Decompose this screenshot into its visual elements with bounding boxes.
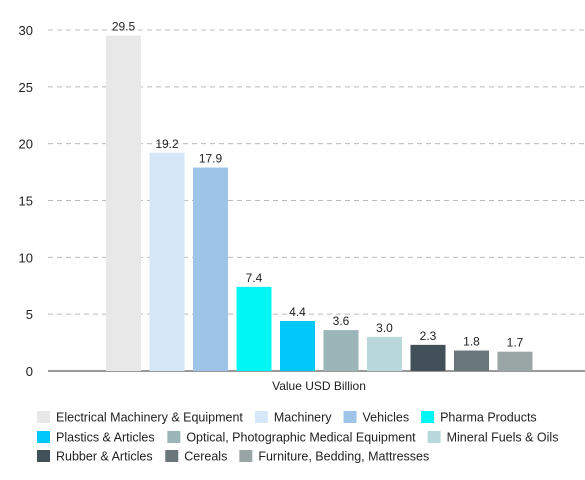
bar xyxy=(323,330,359,371)
legend-label: Plastics & Articles xyxy=(56,431,155,445)
legend-label: Electrical Machinery & Equipment xyxy=(56,411,243,425)
legend: Electrical Machinery & Equipment Machiner… xyxy=(37,411,558,464)
bar-value-label: 19.2 xyxy=(155,137,179,151)
legend-swatch xyxy=(421,411,435,423)
legend-label: Optical, Photographic Medical Equipment xyxy=(186,431,416,445)
legend-label: Pharma Products xyxy=(440,411,537,425)
bar xyxy=(410,344,446,371)
y-tick-label: 20 xyxy=(19,137,33,152)
bar-value-label: 4.4 xyxy=(289,305,306,319)
legend-swatch xyxy=(165,450,179,462)
legend-swatch xyxy=(37,431,50,443)
y-axis-ticks: 0 5 10 15 20 25 30 xyxy=(19,23,33,379)
bar xyxy=(193,167,228,371)
bar-value-label: 1.7 xyxy=(507,336,524,350)
bar xyxy=(106,35,141,371)
legend-label: Machinery xyxy=(274,411,332,425)
legend-label: Rubber & Articles xyxy=(56,450,153,464)
bar xyxy=(497,351,533,371)
legend-swatch xyxy=(427,431,441,443)
bar xyxy=(454,350,489,371)
y-tick-label: 25 xyxy=(19,80,33,95)
y-tick-label: 0 xyxy=(26,364,33,379)
legend-label: Mineral Fuels & Oils xyxy=(447,431,559,445)
legend-swatch xyxy=(37,450,50,462)
bar xyxy=(280,320,315,371)
bar-value-label: 3.6 xyxy=(333,314,350,328)
y-tick-label: 10 xyxy=(19,250,33,265)
bar xyxy=(367,336,402,371)
data-labels: 29.5 19.2 17.9 7.4 4.4 3.6 3.0 2.3 1.8 1.7 xyxy=(112,20,524,350)
legend-label: Cereals xyxy=(184,450,227,464)
bar-value-label: 29.5 xyxy=(112,20,136,34)
legend-label: Furniture, Bedding, Mattresses xyxy=(258,450,429,464)
bars xyxy=(106,35,533,371)
y-tick-label: 30 xyxy=(19,23,33,38)
bar-value-label: 3.0 xyxy=(376,321,393,335)
x-axis-title: Value USD Billion xyxy=(272,379,366,393)
bar-value-label: 17.9 xyxy=(199,152,223,166)
bar-value-label: 7.4 xyxy=(246,271,263,285)
bar xyxy=(236,286,272,371)
bar-value-label: 1.8 xyxy=(463,335,480,349)
legend-swatch xyxy=(239,450,253,462)
y-tick-label: 15 xyxy=(19,194,33,209)
y-tick-label: 5 xyxy=(26,307,33,322)
legend-label: Vehicles xyxy=(363,411,410,425)
legend-swatch xyxy=(37,411,50,423)
bar xyxy=(149,152,185,371)
legend-swatch xyxy=(167,431,181,443)
legend-swatch xyxy=(343,411,357,423)
bar-value-label: 2.3 xyxy=(420,329,437,343)
legend-swatch xyxy=(254,411,268,423)
